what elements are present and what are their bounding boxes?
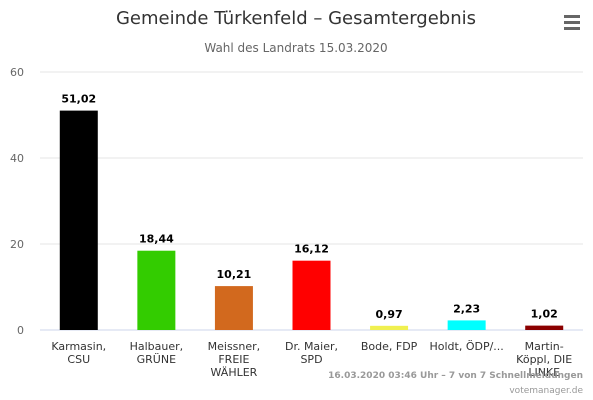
data-label: 18,44 xyxy=(139,233,174,246)
y-tick-label: 0 xyxy=(17,324,24,337)
bar[interactable] xyxy=(447,320,486,330)
y-tick-label: 60 xyxy=(10,66,24,79)
bar[interactable] xyxy=(137,250,176,330)
bar[interactable] xyxy=(214,286,253,330)
data-label: 51,02 xyxy=(61,93,96,106)
x-axis-labels: Karmasin, CSU Halbauer, GRÜNE Meissner, FREIE… xyxy=(51,340,572,379)
y-tick-label: 40 xyxy=(10,152,24,165)
bar[interactable] xyxy=(292,260,331,330)
y-tick-label: 20 xyxy=(10,238,24,251)
x-tick-label: Bode, FDP xyxy=(361,340,418,353)
data-label: 0,97 xyxy=(376,308,403,321)
credit-source[interactable]: votemanager.de xyxy=(509,386,583,396)
data-labels: 51,02 18,44 10,21 16,12 0,97 2,23 1,02 xyxy=(61,93,557,321)
gridlines xyxy=(40,71,583,331)
x-tick-label: Holdt, ÖDP/... xyxy=(429,340,503,353)
data-label: 2,23 xyxy=(453,302,480,315)
data-label: 10,21 xyxy=(217,268,252,281)
data-label: 16,12 xyxy=(294,243,329,256)
bar[interactable] xyxy=(59,110,98,330)
y-axis-ticks: 0 20 40 60 xyxy=(10,66,24,337)
credit-timestamp: 16.03.2020 03:46 Uhr – 7 von 7 Schnellme… xyxy=(328,371,583,381)
data-label: 1,02 xyxy=(531,308,558,321)
chart-title: Gemeinde Türkenfeld – Gesamtergebnis xyxy=(116,8,476,29)
x-tick-label: Martin-Köppl, DIE LINKE xyxy=(516,340,572,379)
bar[interactable] xyxy=(525,325,564,330)
hamburger-menu-icon[interactable] xyxy=(558,10,586,34)
x-tick-label: Meissner, FREIE WÄHLER xyxy=(208,340,261,379)
x-tick-label: Halbauer, GRÜNE xyxy=(130,340,184,366)
bar[interactable] xyxy=(370,325,409,330)
x-tick-label: Karmasin, CSU xyxy=(51,340,106,366)
chart-subtitle: Wahl des Landrats 15.03.2020 xyxy=(204,41,387,55)
x-tick-label: Dr. Maier, SPD xyxy=(285,340,338,366)
bars xyxy=(59,110,564,330)
